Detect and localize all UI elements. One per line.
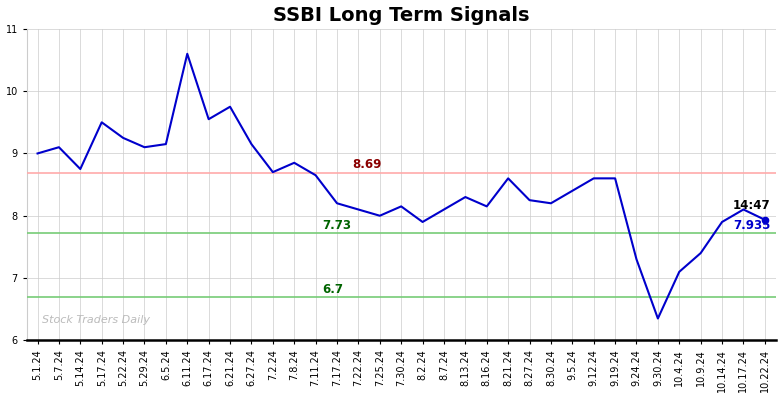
Text: 7.935: 7.935	[733, 219, 770, 232]
Text: Stock Traders Daily: Stock Traders Daily	[42, 315, 150, 325]
Text: 8.69: 8.69	[352, 158, 381, 172]
Text: 14:47: 14:47	[733, 199, 771, 212]
Title: SSBI Long Term Signals: SSBI Long Term Signals	[273, 6, 529, 25]
Text: 7.73: 7.73	[322, 219, 351, 232]
Text: 6.7: 6.7	[322, 283, 343, 296]
